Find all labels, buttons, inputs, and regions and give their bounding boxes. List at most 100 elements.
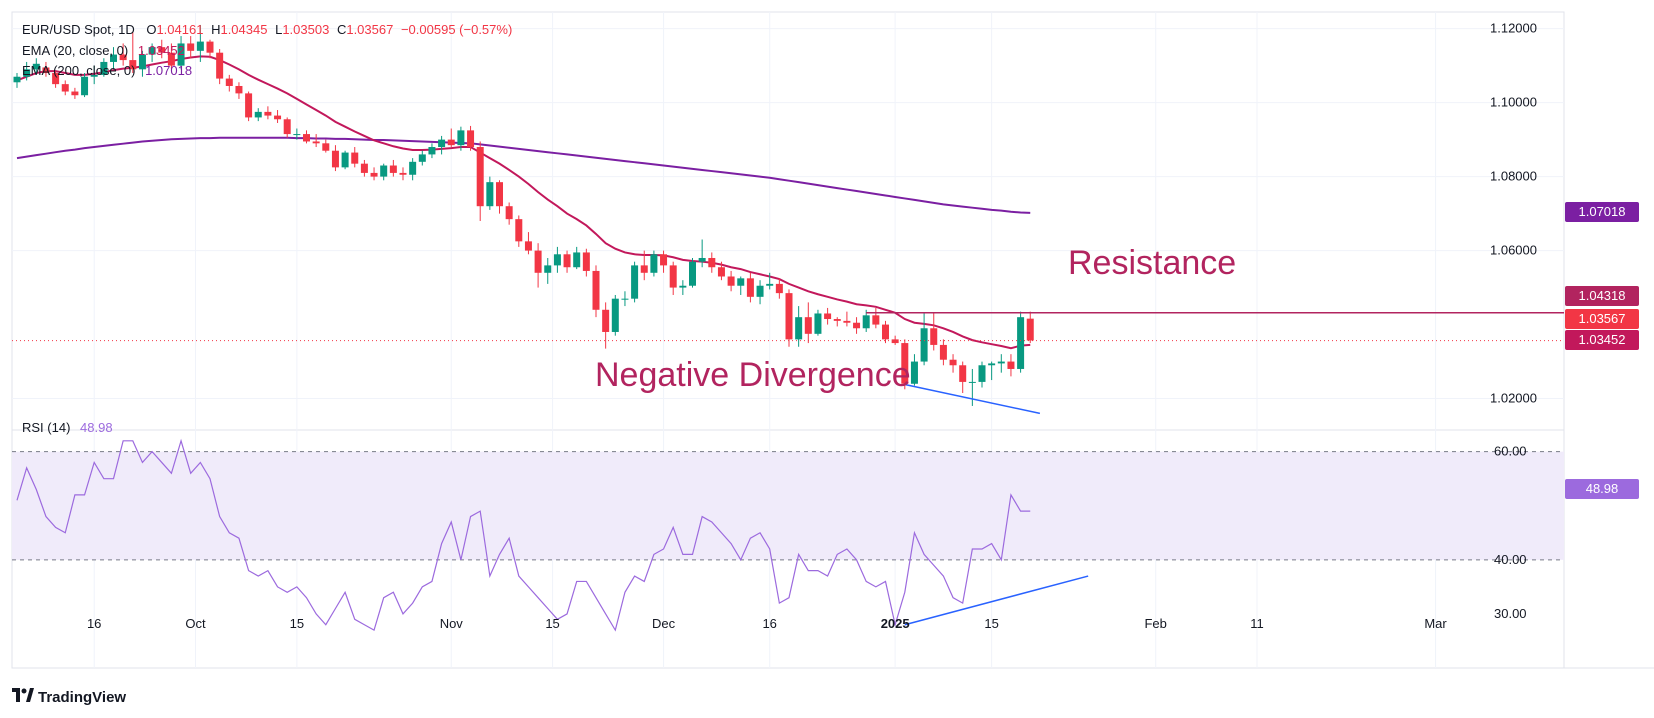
open-value: 1.04161 (156, 22, 204, 37)
candle-body (756, 285, 764, 297)
candle-body (81, 76, 89, 96)
rsi-price-tag: 48.98 (1565, 479, 1639, 499)
axis-labels: 1.12000 1.10000 1.08000 1.06000 1.02000 16 Oct… (87, 21, 1537, 631)
tradingview-logo-icon (12, 688, 34, 706)
candle-body (100, 61, 108, 75)
candle-body (138, 54, 146, 70)
candle-body (901, 343, 909, 384)
candle-body (640, 265, 648, 273)
high-value: 1.04345 (220, 22, 268, 37)
candle-body (254, 111, 262, 118)
candle-body (225, 78, 233, 86)
time-tick-label: 16 (87, 616, 101, 631)
candle-body (370, 172, 378, 177)
ema200-legend[interactable]: EMA (200, close, 0) 1.07018 (22, 63, 192, 78)
price-tick-label: 1.10000 (1490, 95, 1537, 110)
time-tick-label: 2025 (881, 616, 910, 631)
candle-body (582, 252, 590, 271)
candle-body (997, 361, 1005, 364)
price-tick-label: 1.06000 (1490, 243, 1537, 258)
candle-body (90, 74, 98, 77)
candle-body (476, 147, 484, 207)
candle-body (553, 254, 561, 266)
candle-body (795, 317, 803, 340)
time-tick-label: 15 (545, 616, 559, 631)
candle-body (351, 152, 359, 164)
tradingview-logo-text: TradingView (38, 688, 127, 706)
candle-body (293, 134, 301, 136)
candle-body (631, 265, 639, 299)
candle-body (862, 315, 870, 329)
candle-body (611, 298, 619, 332)
candle-body (245, 93, 253, 118)
ema20-price-tag: 1.03452 (1565, 330, 1639, 350)
candle-body (1026, 318, 1034, 341)
candle-body (158, 47, 166, 53)
time-tick-label: 15 (984, 616, 998, 631)
resistance-annotation: Resistance (1068, 244, 1237, 282)
candle-body (303, 134, 310, 142)
candle-body (389, 165, 397, 173)
symbol-title[interactable]: EUR/USD Spot, 1D (22, 22, 135, 37)
candle-body (930, 328, 938, 345)
candle-body (689, 261, 696, 286)
candle-body (23, 69, 31, 77)
candle-body (959, 365, 967, 382)
candle-body (949, 359, 957, 366)
rsi-tick-label: 40.00 (1494, 552, 1527, 567)
candle-body (660, 254, 668, 266)
candle-body (216, 52, 224, 79)
candle-body (129, 60, 137, 70)
candle-body (438, 139, 446, 148)
close-price-tag: 1.03567 (1565, 309, 1639, 329)
candle-body (621, 298, 629, 300)
candle-body (592, 270, 600, 310)
ema20-line (16, 55, 1031, 350)
candle-body (766, 283, 774, 286)
ema20-legend[interactable]: EMA (20, close, 0) 1.03452 (22, 43, 185, 58)
rsi-value: 48.98 (80, 420, 113, 435)
candle-body (399, 172, 407, 175)
candle-body (978, 365, 986, 382)
ema20-value: 1.03452 (137, 43, 185, 58)
rsi-layer (12, 438, 1564, 632)
rsi-band (12, 451, 1564, 560)
candle-body (814, 313, 822, 334)
candle-body (737, 278, 745, 286)
resistance-price-tag: 1.04318 (1565, 286, 1639, 306)
candle-body (544, 265, 552, 273)
candle-body (563, 254, 571, 268)
candle-body (486, 182, 494, 207)
divergence-annotation: Negative Divergence (595, 356, 911, 394)
price-tick-label: 1.12000 (1490, 21, 1537, 36)
tradingview-logo[interactable]: TradingView (12, 688, 126, 706)
candle-body (42, 67, 50, 74)
rsi-tick-label: 30.00 (1494, 606, 1527, 621)
candle-body (910, 361, 918, 384)
ohlc-legend: EUR/USD Spot, 1D O1.04161 H1.04345 L1.03… (22, 22, 512, 37)
rsi-tick-label: 60.00 (1494, 444, 1527, 459)
time-tick-label: Feb (1144, 616, 1166, 631)
candle-body (312, 141, 320, 144)
candle-body (264, 111, 272, 116)
candle-body (283, 119, 291, 135)
candle-body (853, 322, 861, 329)
time-tick-label: 11 (1250, 616, 1264, 631)
candle-body (804, 317, 812, 334)
candle-body (380, 165, 388, 177)
candle-body (891, 339, 899, 344)
candle-body (32, 63, 40, 70)
time-tick-label: 16 (762, 616, 776, 631)
rsi-legend[interactable]: RSI (14) 48.98 (22, 420, 113, 435)
candle-body (698, 257, 706, 262)
candle-body (515, 219, 523, 242)
candle-body (785, 293, 793, 340)
candle-body (206, 41, 214, 53)
candle-body (669, 265, 677, 288)
low-label: L (275, 22, 283, 37)
high-label: H (211, 22, 221, 37)
candle-body (409, 161, 417, 175)
open-label: O (146, 22, 157, 37)
time-tick-label: Nov (440, 616, 464, 631)
